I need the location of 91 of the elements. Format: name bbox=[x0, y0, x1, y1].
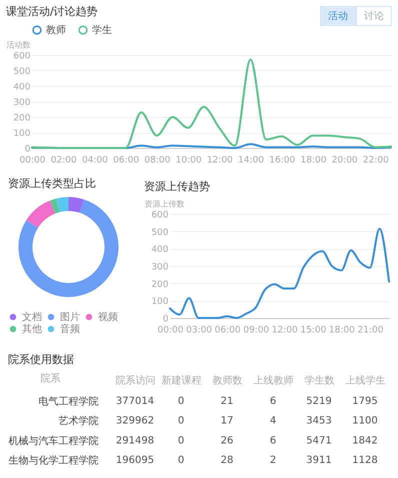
data-label: 0 bbox=[178, 416, 184, 427]
data-label: 1128 bbox=[352, 455, 378, 466]
y-tick-label: 200 bbox=[13, 114, 31, 124]
donut-slice bbox=[56, 197, 68, 212]
data-label: 2 bbox=[270, 455, 276, 466]
data-label: 0 bbox=[178, 435, 184, 446]
data-label: 3911 bbox=[306, 455, 332, 466]
data-label: 6 bbox=[270, 396, 276, 407]
data-label: 0 bbox=[178, 455, 184, 466]
data-label: 5219 bbox=[306, 396, 332, 407]
y-tick-label: 200 bbox=[151, 280, 169, 290]
x-tick-label: 21:00 bbox=[357, 326, 384, 336]
text: 上线教师 bbox=[254, 374, 294, 386]
y-tick-label: 0 bbox=[24, 144, 31, 154]
x-tick-label: 16:00 bbox=[269, 156, 296, 166]
data-label: 17 bbox=[220, 416, 234, 427]
y-tick-label: 600 bbox=[151, 210, 169, 220]
donut-slice bbox=[26, 200, 56, 228]
data-label: 196095 bbox=[116, 455, 154, 466]
y-tick-label: 500 bbox=[13, 67, 31, 77]
category-label: 电气工程学院 bbox=[38, 395, 98, 408]
y-axis-title: 活动数 bbox=[6, 40, 30, 50]
x-tick-label: 06:00 bbox=[113, 156, 140, 166]
y-tick-label: 600 bbox=[13, 52, 31, 62]
data-label: 5471 bbox=[306, 435, 332, 446]
x-tick-label: 22:00 bbox=[362, 156, 390, 166]
x-tick-label: 00:00 bbox=[20, 156, 46, 166]
x-tick-label: 08:00 bbox=[144, 156, 171, 166]
data-label: 3453 bbox=[306, 416, 332, 427]
y-tick-label: 400 bbox=[13, 82, 31, 92]
data-label: 6 bbox=[270, 435, 276, 446]
legend-label: 视频 bbox=[98, 311, 118, 323]
data-label: 4 bbox=[270, 416, 276, 427]
line-series bbox=[169, 228, 390, 319]
y-tick-label: 300 bbox=[151, 262, 169, 272]
x-tick-label: 18:00 bbox=[300, 156, 327, 166]
x-tick-label: 14:00 bbox=[238, 156, 264, 166]
x-tick-label: 00:00 bbox=[158, 326, 184, 336]
x-tick-label: 04:00 bbox=[82, 156, 108, 166]
donut-slice bbox=[68, 197, 84, 213]
y-tick-label: 300 bbox=[13, 98, 31, 108]
y-tick-label: 100 bbox=[13, 129, 31, 139]
data-label: 1795 bbox=[352, 396, 378, 407]
x-tick-label: 10:00 bbox=[176, 156, 202, 166]
x-tick-label: 20:00 bbox=[332, 156, 358, 166]
y-tick-label: 100 bbox=[151, 297, 169, 308]
text: 新建课程 bbox=[162, 374, 202, 386]
text: 讨论 bbox=[356, 6, 392, 26]
y-tick-label: 400 bbox=[151, 245, 169, 256]
data-label: 1842 bbox=[352, 435, 378, 446]
chart-title: 资源上传趋势 bbox=[144, 180, 210, 193]
text: 学生数 bbox=[304, 374, 334, 386]
x-tick-label: 18:00 bbox=[328, 326, 356, 336]
legend-label: 音频 bbox=[60, 323, 80, 335]
data-label: 377014 bbox=[116, 396, 154, 407]
y-axis-title: 资源上传数 bbox=[144, 200, 184, 208]
data-label: 1100 bbox=[352, 416, 378, 427]
category-label: 艺术学院 bbox=[58, 415, 98, 428]
chart-title: 课堂活动/讨论趋势 bbox=[6, 5, 98, 18]
legend-label: 文档 bbox=[22, 311, 42, 323]
x-tick-label: 02:00 bbox=[50, 156, 77, 166]
data-label: 26 bbox=[220, 435, 234, 446]
text: 院系使用数据 bbox=[8, 353, 74, 366]
text: 院系 bbox=[40, 372, 60, 384]
x-tick-label: 06:00 bbox=[214, 326, 241, 336]
category-label: 机械与汽车工程学院 bbox=[8, 434, 98, 447]
data-label: 28 bbox=[220, 455, 234, 466]
x-tick-label: 09:00 bbox=[243, 326, 270, 336]
x-tick-label: 15:00 bbox=[300, 326, 327, 336]
legend-label: 图片 bbox=[60, 311, 80, 323]
data-label: 0 bbox=[178, 396, 184, 407]
category-label: 生物与化学工程学院 bbox=[8, 454, 98, 467]
x-tick-label: 12:00 bbox=[206, 156, 234, 166]
line-series bbox=[31, 58, 392, 149]
text: 上线学生 bbox=[346, 374, 386, 386]
chart-title: 资源上传类型占比 bbox=[8, 177, 96, 190]
legend-label: 其他 bbox=[22, 323, 42, 335]
x-tick-label: 03:00 bbox=[186, 326, 212, 336]
legend-label: 教师 bbox=[46, 25, 66, 36]
donut-slice bbox=[18, 199, 118, 297]
y-tick-label: 0 bbox=[162, 314, 169, 324]
donut-slice bbox=[50, 198, 60, 214]
data-label: 21 bbox=[220, 396, 234, 407]
text: 教师数 bbox=[212, 376, 242, 386]
text: 活动 bbox=[320, 6, 356, 26]
x-tick-label: 12:00 bbox=[272, 326, 298, 336]
series-label: 院系访问 bbox=[116, 374, 156, 386]
data-label: 329962 bbox=[116, 416, 154, 427]
legend-label: 学生 bbox=[92, 24, 112, 36]
data-label: 291498 bbox=[116, 435, 154, 446]
y-tick-label: 500 bbox=[151, 228, 169, 238]
